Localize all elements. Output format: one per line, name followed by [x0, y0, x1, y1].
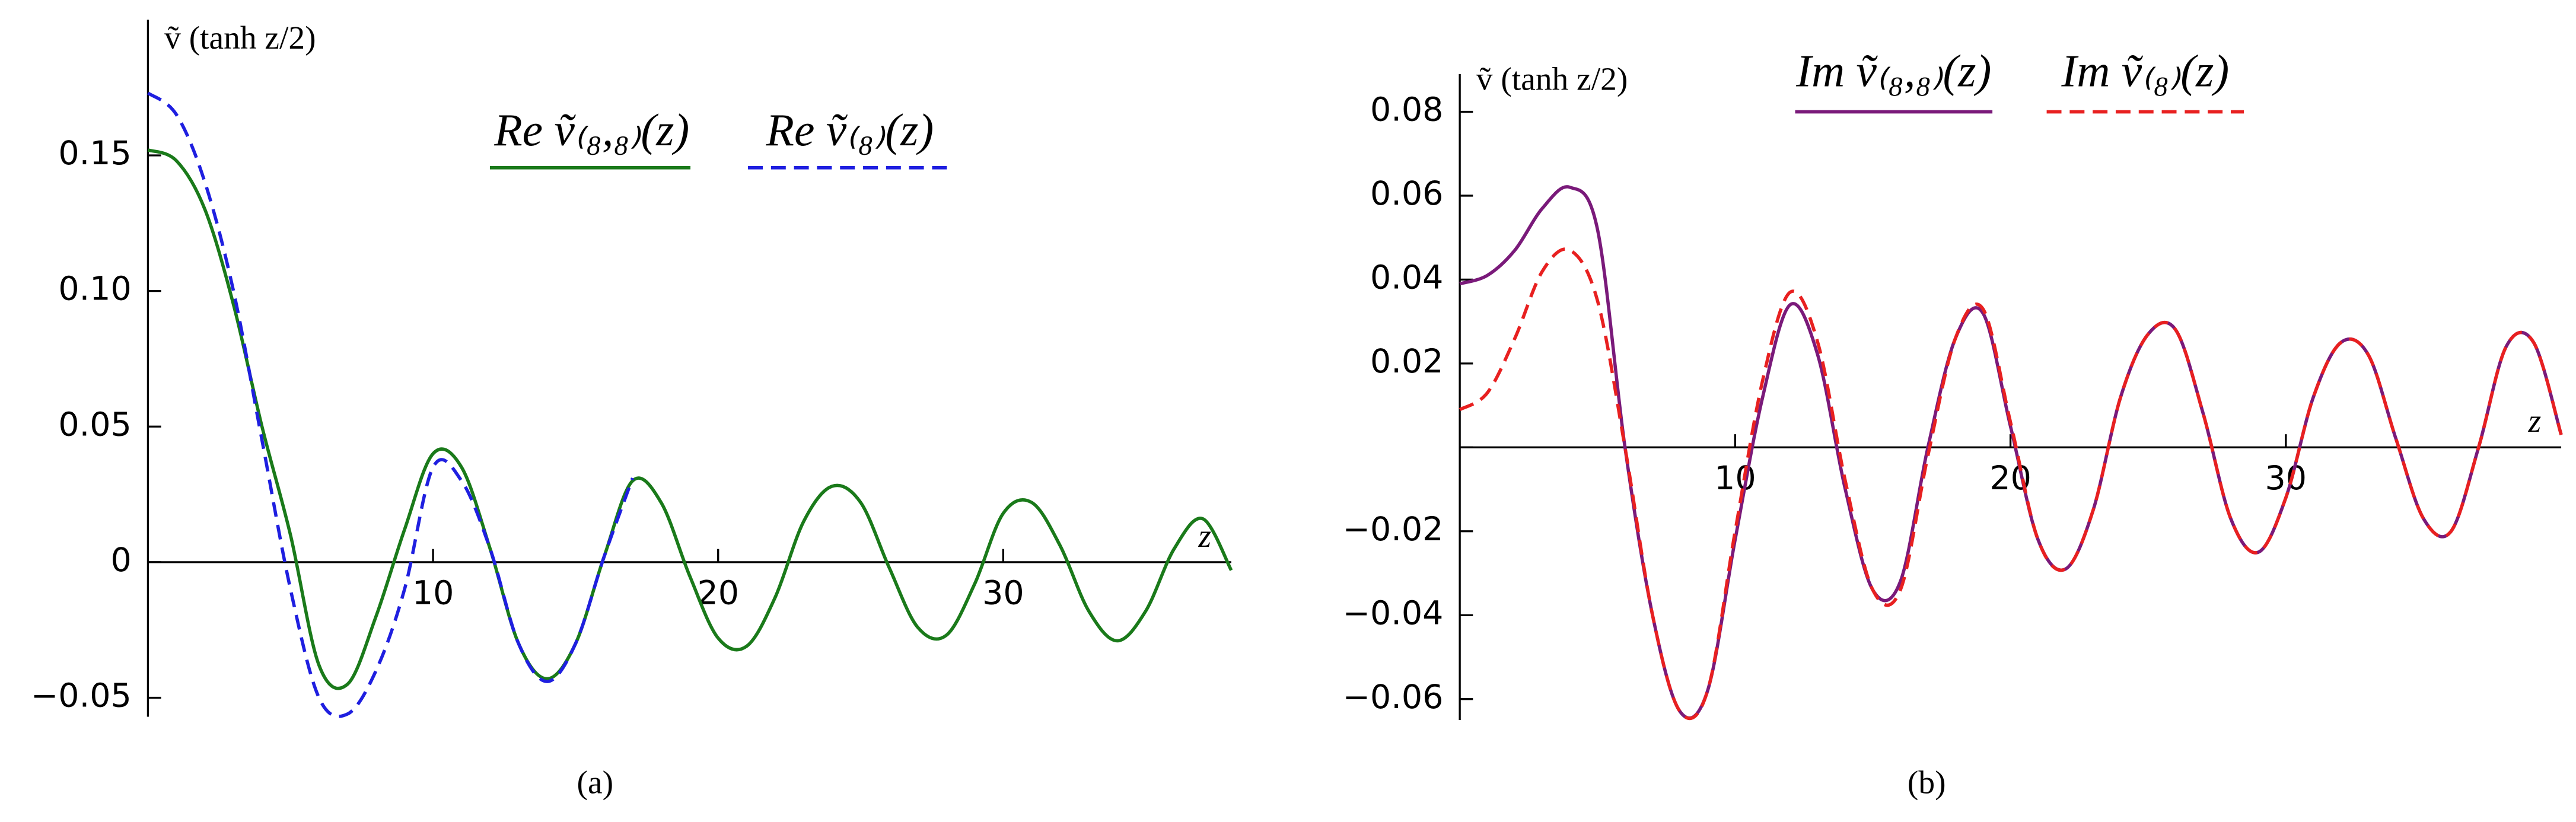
legend-label: Im ṽ₍₈,₈₎(z): [1795, 45, 1991, 96]
series-line: [1459, 247, 2563, 720]
x-axis-label: z: [1198, 518, 1211, 554]
y-tick-label: 0.10: [58, 270, 131, 308]
y-tick-label: 0.06: [1370, 175, 1443, 213]
y-axis-label: ṽ (tanh z/2): [1476, 60, 1628, 97]
series-line: [147, 91, 635, 718]
caption: (b): [1908, 764, 1946, 801]
legend-label: Re ṽ₍₈,₈₎(z): [493, 104, 689, 155]
legend-label: Im ṽ₍₈₎(z): [2061, 45, 2230, 96]
y-tick-label: −0.05: [31, 677, 132, 715]
y-tick-label: −0.02: [1343, 511, 1444, 549]
y-tick-label: 0.15: [58, 135, 131, 173]
y-tick-label: 0.02: [1370, 343, 1443, 381]
x-axis-label: z: [2528, 403, 2542, 439]
legend-label: Re ṽ₍₈₎(z): [766, 104, 934, 155]
x-tick-label: 30: [982, 574, 1024, 612]
y-tick-label: 0.08: [1370, 91, 1443, 129]
x-tick-label: 20: [697, 574, 739, 612]
x-tick-label: 30: [2265, 460, 2307, 498]
series-line: [147, 148, 1233, 690]
y-tick-label: −0.04: [1343, 594, 1444, 632]
y-tick-label: −0.06: [1343, 678, 1444, 716]
caption: (a): [577, 764, 614, 801]
y-tick-label: 0.04: [1370, 259, 1443, 297]
y-tick-label: 0: [110, 541, 131, 579]
x-tick-label: 10: [412, 574, 454, 612]
y-axis-label: ṽ (tanh z/2): [164, 20, 316, 56]
y-tick-label: 0.05: [58, 406, 131, 444]
